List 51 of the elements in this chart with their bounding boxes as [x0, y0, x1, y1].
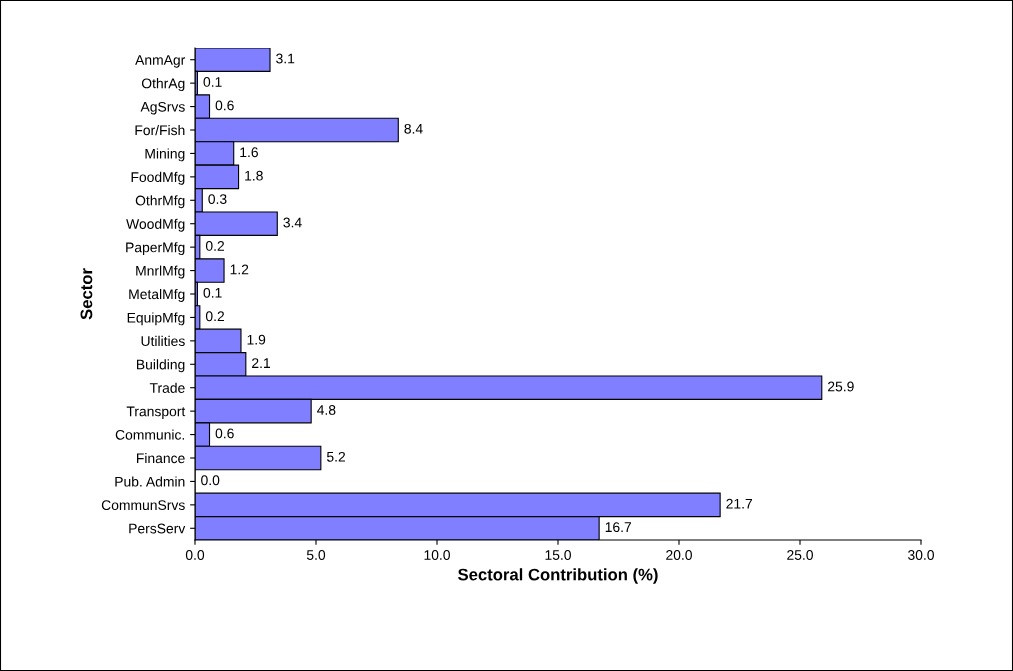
data-label: 1.6	[240, 147, 258, 158]
y-tick-label: Utilities	[141, 335, 185, 347]
data-label: 0.2	[205, 241, 225, 251]
y-tick-label: CommunSrvs	[101, 500, 185, 511]
y-tick-label: For/Fish	[135, 124, 185, 136]
data-label: 0.6	[215, 100, 234, 111]
y-tick-label: PersServ	[129, 523, 186, 534]
data-label: 8.4	[404, 123, 423, 134]
data-label: 0.2	[205, 311, 225, 322]
x-tick-label: 15.0	[545, 550, 571, 560]
y-tick-label: OthrAg	[141, 78, 185, 92]
data-label: 0.1	[203, 287, 222, 298]
data-label: 4.8	[317, 405, 336, 415]
y-tick-label: Communic.	[115, 429, 185, 440]
y-tick-label: AnmAgr	[135, 55, 186, 68]
y-tick-label: EquipMfg	[127, 312, 185, 326]
y-tick-label: Building	[137, 359, 185, 373]
data-label: 1.8	[245, 170, 263, 181]
data-label: 0.1	[203, 77, 222, 87]
data-label: 16.7	[605, 522, 632, 533]
data-label: 5.2	[326, 451, 346, 462]
y-tick-label: Finance	[137, 452, 185, 464]
y-tick-label: PaperMfg	[126, 242, 185, 256]
data-label: 0.3	[208, 194, 227, 205]
y-tick-label: Mining	[145, 148, 185, 162]
data-label: 25.9	[828, 381, 854, 392]
y-tick-label: Trade	[149, 382, 185, 393]
data-label: 3.4	[283, 217, 302, 228]
data-label: 0.0	[201, 475, 220, 486]
x-tick-label: 10.0	[424, 550, 450, 560]
y-tick-label: Pub. Admin	[115, 476, 185, 487]
data-label: 0.6	[215, 428, 234, 439]
y-tick-label: OthrMfg	[135, 195, 185, 209]
x-tick-label: 5.0	[306, 550, 326, 560]
data-label: 1.9	[247, 334, 266, 345]
x-tick-label: 30.0	[908, 550, 934, 560]
data-label: 2.1	[252, 358, 271, 368]
y-tick-label: WoodMfg	[126, 218, 185, 232]
x-tick-label: 20.0	[666, 550, 692, 560]
x-tick-label: 25.0	[787, 550, 813, 560]
x-axis-title: Sectoral Contribution (%)	[458, 568, 658, 584]
y-tick-label: MnrlMfg	[136, 265, 185, 279]
y-axis-title: Sector	[80, 268, 93, 320]
y-tick-label: Transport	[126, 406, 186, 420]
data-label: 3.1	[276, 53, 295, 64]
y-tick-label: AgSrvs	[140, 101, 185, 115]
y-tick-label: MetalMfg	[129, 288, 185, 302]
data-label: 1.2	[230, 264, 249, 275]
y-tick-label: FoodMfg	[131, 171, 185, 185]
x-tick-label: 0.0	[185, 550, 205, 560]
data-label: 21.7	[726, 498, 753, 509]
